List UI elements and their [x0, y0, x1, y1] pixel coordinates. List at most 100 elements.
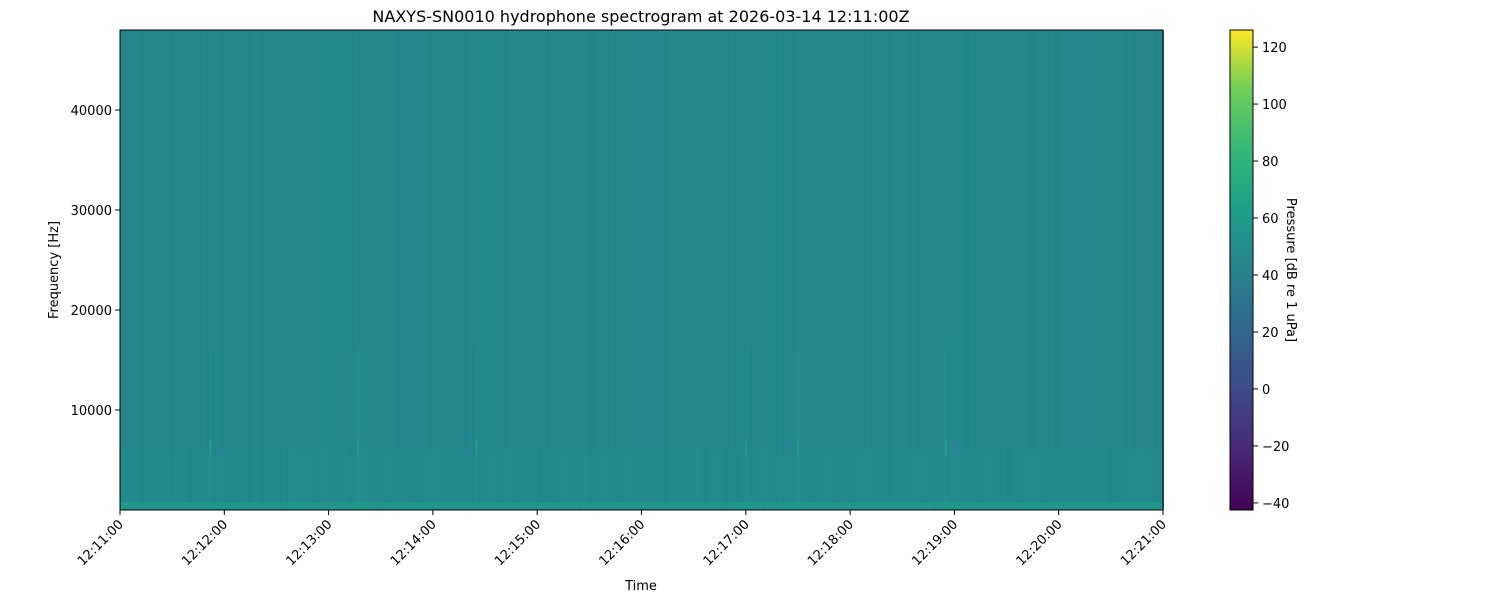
low-frequency-band	[876, 502, 878, 510]
heatmap-column-low	[1106, 450, 1108, 502]
heatmap-column-low	[568, 450, 570, 502]
low-frequency-band	[776, 502, 778, 510]
heatmap-column	[570, 30, 572, 510]
heatmap-column-low	[596, 450, 598, 502]
low-frequency-band	[1046, 502, 1048, 510]
heatmap-column	[320, 30, 322, 510]
low-frequency-band	[650, 502, 652, 510]
low-frequency-band	[448, 502, 450, 510]
heatmap-column	[538, 30, 540, 510]
low-frequency-band	[1016, 502, 1018, 510]
heatmap-column	[536, 30, 538, 510]
heatmap-column	[1128, 30, 1130, 510]
heatmap-column	[818, 30, 820, 510]
heatmap-column	[918, 30, 920, 510]
heatmap-column-low	[186, 450, 188, 502]
low-frequency-band	[478, 502, 480, 510]
heatmap-column-low	[278, 450, 280, 502]
low-frequency-band	[592, 502, 594, 510]
heatmap-column-low	[1030, 450, 1032, 502]
heatmap-column-low	[440, 450, 442, 502]
heatmap-column-low	[352, 450, 354, 502]
heatmap-column	[144, 30, 146, 510]
heatmap-column-low	[1148, 450, 1150, 502]
heatmap-column	[592, 30, 594, 510]
low-frequency-band	[190, 502, 192, 510]
low-frequency-band	[398, 502, 400, 510]
low-frequency-band	[288, 502, 290, 510]
heatmap-column	[1094, 30, 1096, 510]
low-frequency-band	[1026, 502, 1028, 510]
low-frequency-band	[166, 502, 168, 510]
heatmap-column	[680, 30, 682, 510]
heatmap-column-low	[282, 450, 284, 502]
heatmap-column-low	[570, 450, 572, 502]
low-frequency-band	[312, 502, 314, 510]
heatmap-column	[478, 30, 480, 510]
heatmap-column-low	[246, 450, 248, 502]
heatmap-column-low	[384, 450, 386, 502]
heatmap-column	[1090, 30, 1092, 510]
low-frequency-band	[570, 502, 572, 510]
transient-event	[357, 350, 360, 510]
heatmap-column-low	[254, 450, 256, 502]
low-frequency-band	[878, 502, 880, 510]
heatmap-column	[130, 30, 132, 510]
low-frequency-band	[1018, 502, 1020, 510]
low-frequency-band	[148, 502, 150, 510]
low-frequency-band	[912, 502, 914, 510]
heatmap-column	[426, 30, 428, 510]
low-frequency-band	[368, 502, 370, 510]
heatmap-column-low	[778, 450, 780, 502]
heatmap-column-low	[340, 450, 342, 502]
heatmap-column-low	[946, 450, 948, 502]
heatmap-column-low	[1086, 450, 1088, 502]
low-frequency-band	[204, 502, 206, 510]
low-frequency-band	[492, 502, 494, 510]
low-frequency-band	[278, 502, 280, 510]
heatmap-column-low	[218, 450, 220, 502]
heatmap-column	[1148, 30, 1150, 510]
low-frequency-band	[198, 502, 200, 510]
low-frequency-band	[170, 502, 172, 510]
low-frequency-band	[140, 502, 142, 510]
heatmap-column-low	[394, 450, 396, 502]
heatmap-column	[948, 30, 950, 510]
heatmap-column	[784, 30, 786, 510]
low-frequency-band	[762, 502, 764, 510]
heatmap-column	[1098, 30, 1100, 510]
heatmap-column	[1032, 30, 1034, 510]
heatmap-column-low	[350, 450, 352, 502]
low-frequency-band	[568, 502, 570, 510]
heatmap-column-low	[288, 450, 290, 502]
heatmap-column-low	[694, 450, 696, 502]
low-frequency-band	[324, 502, 326, 510]
heatmap-column-low	[336, 450, 338, 502]
heatmap-column	[498, 30, 500, 510]
heatmap-column-low	[362, 450, 364, 502]
low-frequency-band	[1110, 502, 1112, 510]
low-frequency-band	[416, 502, 418, 510]
low-frequency-band	[326, 502, 328, 510]
low-frequency-band	[788, 502, 790, 510]
low-frequency-band	[778, 502, 780, 510]
low-frequency-band	[1146, 502, 1148, 510]
heatmap-column-low	[632, 450, 634, 502]
low-frequency-band	[378, 502, 380, 510]
low-frequency-band	[890, 502, 892, 510]
heatmap-column	[968, 30, 970, 510]
low-frequency-band	[872, 502, 874, 510]
heatmap-column-low	[356, 450, 358, 502]
heatmap-column-low	[764, 450, 766, 502]
heatmap-column-low	[884, 450, 886, 502]
low-frequency-band	[956, 502, 958, 510]
heatmap-column	[854, 30, 856, 510]
x-axis: 12:11:00 12:12:00 12:13:00 12:14:00 12:15:00…	[75, 510, 1170, 569]
heatmap-column-low	[422, 450, 424, 502]
low-frequency-band	[360, 502, 362, 510]
low-frequency-band	[286, 502, 288, 510]
low-frequency-band	[648, 502, 650, 510]
heatmap-column	[1026, 30, 1028, 510]
low-frequency-band	[266, 502, 268, 510]
heatmap-column	[612, 30, 614, 510]
